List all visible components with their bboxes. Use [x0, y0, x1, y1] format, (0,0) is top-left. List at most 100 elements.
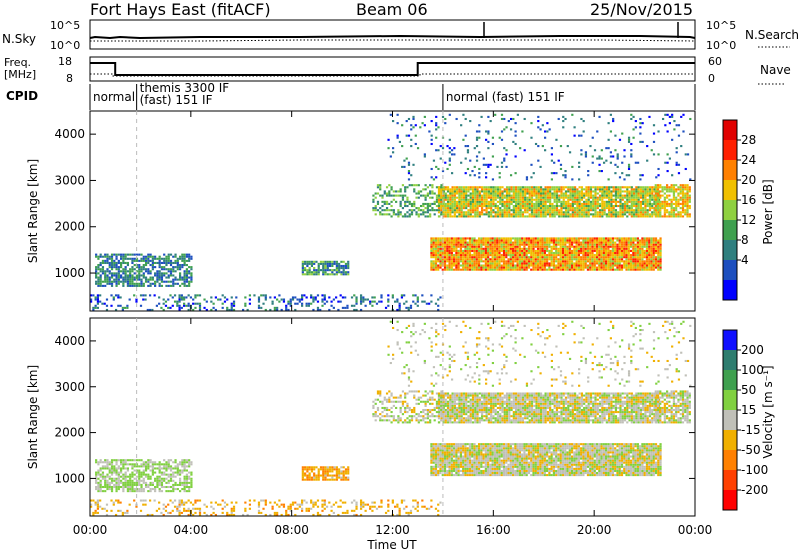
power-cell [304, 262, 307, 265]
velocity-cell [97, 469, 100, 472]
power-cell [684, 211, 687, 214]
power-cell [459, 251, 463, 255]
power-cell [505, 196, 509, 199]
power-cell [607, 268, 610, 271]
power-cell [501, 211, 504, 214]
power-cell [679, 213, 682, 216]
power-cell [518, 254, 521, 257]
power-cell [478, 200, 481, 203]
power-cell [679, 215, 682, 218]
power-cell [589, 200, 593, 203]
velocity-cell [110, 473, 114, 476]
power-cell [549, 190, 552, 193]
power-cell [430, 167, 433, 171]
power-cell [507, 247, 510, 250]
power-cell [494, 213, 497, 216]
power-cell [511, 264, 515, 267]
power-cell [519, 188, 522, 191]
power-cell [471, 215, 475, 218]
power-cell [319, 260, 323, 263]
power-cell [160, 278, 164, 281]
power-cell [532, 256, 535, 259]
velocity-cell [126, 459, 130, 462]
power-cell [598, 209, 602, 212]
power-cell [541, 262, 544, 265]
power-cell [503, 117, 506, 121]
power-cell [609, 239, 612, 242]
velocity-cell [122, 483, 125, 486]
power-cell [530, 136, 533, 139]
power-cell [390, 209, 393, 212]
power-cell [584, 241, 587, 244]
power-cell [460, 124, 463, 127]
power-cell [515, 207, 518, 210]
power-cell [106, 259, 109, 262]
power-cell [580, 260, 583, 263]
velocity-cell [158, 488, 161, 491]
power-cell [605, 249, 608, 252]
power-cell [609, 243, 612, 246]
power-cell [670, 204, 673, 208]
power-cell [110, 282, 114, 285]
power-cell [561, 241, 565, 244]
power-cell [527, 243, 531, 246]
power-cell [637, 194, 640, 197]
power-cell [138, 284, 141, 287]
velocity-cell [142, 479, 145, 482]
velocity-cell [117, 459, 120, 462]
power-cell [474, 207, 477, 210]
power-cell [314, 298, 317, 301]
power-cell [626, 198, 629, 201]
velocity-cell [119, 475, 123, 478]
power-cell [468, 239, 472, 242]
power-cell [561, 249, 565, 252]
power-cell [515, 192, 518, 195]
power-cell [505, 207, 509, 210]
power-cell [99, 261, 102, 265]
power-cell [458, 215, 461, 218]
power-cell [654, 256, 658, 259]
power-cell [490, 192, 493, 195]
power-cell [591, 254, 594, 257]
power-cell [433, 209, 436, 212]
power-cell [474, 209, 477, 212]
power-cell [539, 266, 542, 269]
power-cell [628, 207, 631, 210]
power-cell [641, 254, 644, 257]
power-cell [183, 296, 186, 299]
velocity-cell [142, 481, 145, 484]
power-cell [605, 266, 608, 269]
power-cell [500, 249, 503, 252]
power-cell [570, 258, 574, 261]
power-cell [566, 241, 569, 244]
power-cell [549, 198, 552, 201]
velocity-cell [101, 467, 105, 470]
power-cell [434, 302, 438, 305]
power-cell [562, 213, 565, 216]
power-cell [410, 204, 414, 208]
velocity-cell [154, 479, 157, 482]
power-cell [432, 256, 435, 259]
power-cell [169, 259, 173, 262]
power-cell [673, 120, 676, 123]
power-cell [537, 204, 540, 208]
velocity-cell [151, 481, 154, 484]
power-cell [645, 262, 649, 265]
power-cell [457, 262, 460, 265]
power-cell [307, 302, 310, 305]
cpid-label-line2: (fast) 151 IF [140, 93, 213, 107]
power-cell [618, 260, 621, 263]
power-cell [510, 190, 513, 193]
power-cell [473, 256, 476, 259]
power-cell [442, 211, 445, 214]
power-cell [405, 300, 408, 303]
power-cell [429, 196, 432, 199]
power-cell [580, 256, 583, 259]
power-cell [546, 211, 549, 214]
power-cell [414, 294, 417, 297]
power-cell [328, 273, 332, 276]
power-cell [626, 207, 629, 210]
power-cell [469, 194, 472, 197]
power-cell [446, 145, 449, 148]
power-cell [589, 188, 593, 191]
